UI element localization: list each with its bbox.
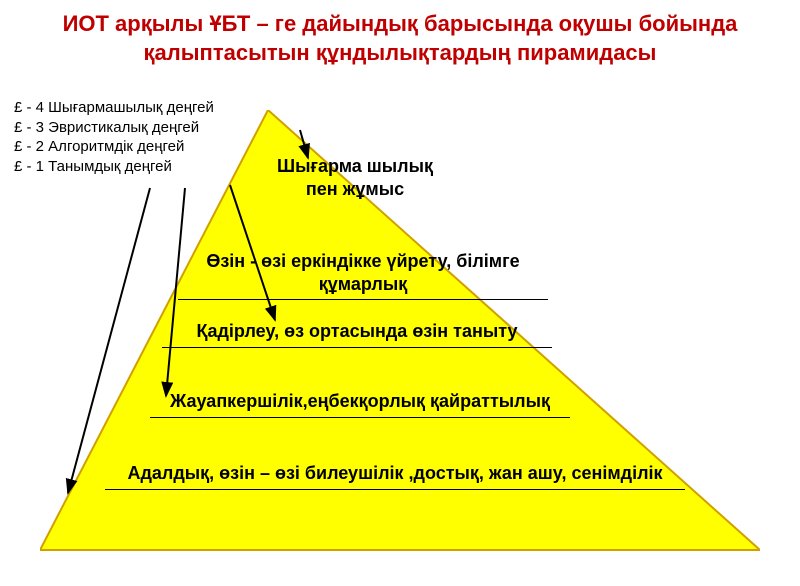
pyramid-level: Жауапкершілік,еңбекқорлық қайраттылық (150, 390, 570, 418)
pyramid: Шығарма шылықпен жұмыс Өзін - өзі еркінд… (40, 110, 760, 560)
pyramid-level: Қадірлеу, өз ортасында өзін таныту (162, 320, 552, 348)
page-title: ИОТ арқылы ҰБТ – ге дайындық барысында о… (0, 0, 800, 67)
pyramid-level: Адалдық, өзін – өзі билеушілік ,достық, … (105, 462, 685, 490)
pyramid-level: Шығарма шылықпен жұмыс (265, 155, 445, 204)
pyramid-level: Өзін - өзі еркіндікке үйрету, білімге құ… (178, 250, 548, 300)
